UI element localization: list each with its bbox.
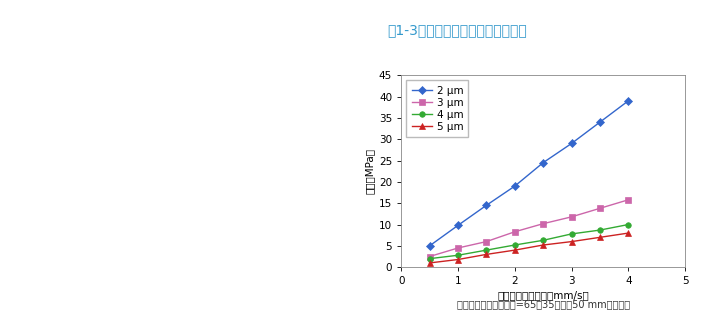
Line: 3 μm: 3 μm xyxy=(427,197,631,259)
Legend: 2 μm, 3 μm, 4 μm, 5 μm: 2 μm, 3 μm, 4 μm, 5 μm xyxy=(406,80,469,137)
3 μm xyxy=(596,206,604,210)
2 μm xyxy=(539,161,547,164)
5 μm xyxy=(454,258,462,261)
3 μm xyxy=(567,215,576,219)
5 μm xyxy=(539,243,547,247)
4 μm xyxy=(567,232,576,236)
4 μm xyxy=(596,228,604,232)
2 μm xyxy=(567,141,576,145)
3 μm xyxy=(425,255,434,259)
5 μm xyxy=(510,248,519,252)
2 μm xyxy=(482,204,491,207)
2 μm xyxy=(624,99,633,103)
Line: 4 μm: 4 μm xyxy=(427,222,631,261)
4 μm xyxy=(510,243,519,247)
Text: 図1-3　線速度＊と使用圧力の関係: 図1-3 線速度＊と使用圧力の関係 xyxy=(387,23,527,37)
5 μm xyxy=(567,240,576,244)
3 μm xyxy=(510,230,519,234)
2 μm xyxy=(454,223,462,227)
2 μm xyxy=(510,184,519,188)
X-axis label: 移動相の線速度＊（mm/s）: 移動相の線速度＊（mm/s） xyxy=(497,290,589,300)
2 μm xyxy=(425,244,434,248)
3 μm xyxy=(454,246,462,250)
5 μm xyxy=(425,261,434,265)
Line: 5 μm: 5 μm xyxy=(427,230,631,266)
4 μm xyxy=(624,223,633,227)
Text: （アセトニトリル／水=65／35、長さ50 mmで評価）: （アセトニトリル／水=65／35、長さ50 mmで評価） xyxy=(457,299,630,309)
3 μm xyxy=(624,198,633,202)
5 μm xyxy=(596,236,604,239)
2 μm xyxy=(596,120,604,124)
4 μm xyxy=(539,238,547,242)
Line: 2 μm: 2 μm xyxy=(427,98,631,249)
3 μm xyxy=(482,240,491,244)
4 μm xyxy=(425,257,434,260)
5 μm xyxy=(624,231,633,235)
5 μm xyxy=(482,252,491,256)
Y-axis label: 圧力（MPa）: 圧力（MPa） xyxy=(365,148,375,194)
4 μm xyxy=(482,248,491,252)
3 μm xyxy=(539,222,547,226)
4 μm xyxy=(454,253,462,257)
